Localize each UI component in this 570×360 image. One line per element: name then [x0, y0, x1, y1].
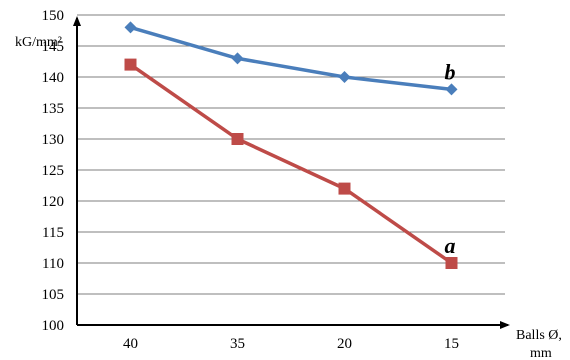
- data-point: [338, 71, 351, 83]
- y-tick-label: 125: [42, 163, 65, 179]
- y-tick-label: 145: [42, 39, 65, 55]
- y-axis-label: kG/mm²: [15, 35, 62, 50]
- y-tick-label: 150: [42, 8, 65, 24]
- series-line-a: [129, 63, 453, 265]
- y-tick-label: 115: [42, 225, 64, 241]
- x-tick-label: 40: [123, 336, 138, 352]
- data-point: [338, 182, 351, 195]
- data-point: [231, 52, 244, 65]
- gridlines: [77, 14, 505, 295]
- data-point: [445, 83, 458, 96]
- y-tick-label: 100: [42, 318, 65, 334]
- x-tick-label: 15: [444, 336, 459, 352]
- series-b: b: [124, 21, 458, 96]
- y-tick-label: 135: [42, 101, 65, 117]
- data-point: [124, 58, 137, 71]
- y-tick-label: 130: [42, 132, 65, 148]
- y-tick-label: 140: [42, 70, 65, 86]
- series-a: a: [124, 58, 458, 269]
- series-label-a: a: [445, 233, 456, 258]
- series-group: ba: [124, 21, 458, 269]
- x-tick-labels: 40 35 20 15: [123, 336, 459, 352]
- series-label-b: b: [445, 59, 456, 84]
- data-point: [231, 133, 244, 145]
- data-point: [445, 257, 458, 269]
- axes: [73, 16, 510, 329]
- x-tick-label: 35: [230, 336, 245, 352]
- y-tick-label: 110: [42, 256, 64, 272]
- y-tick-label: 105: [42, 287, 65, 303]
- series-line-b: [130, 25, 452, 92]
- x-axis-label-line1: Balls Ø,: [516, 328, 562, 343]
- y-tick-labels: 100 105 110 115 120 125 130 135 140 145 150: [42, 8, 65, 334]
- y-tick-label: 120: [42, 194, 65, 210]
- data-point: [124, 21, 137, 34]
- x-tick-label: 20: [337, 336, 352, 352]
- x-axis-label-line2: mm: [530, 346, 552, 360]
